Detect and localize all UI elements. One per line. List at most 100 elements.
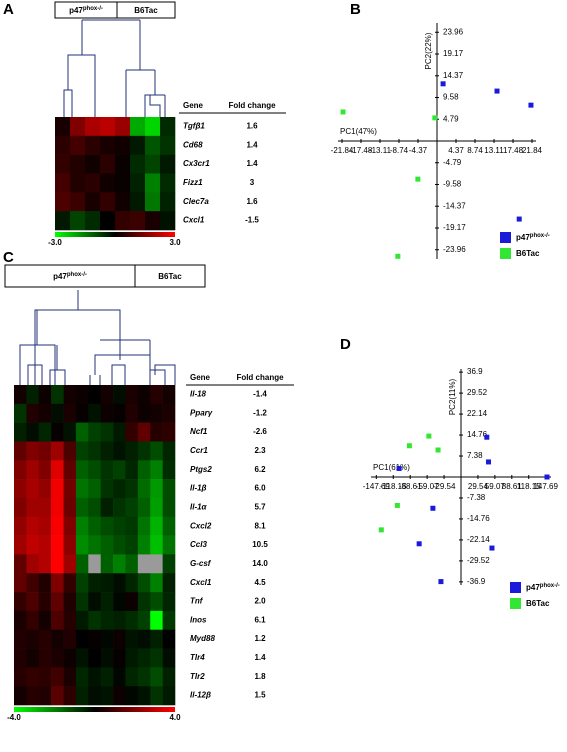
heatmap-cell [150,460,163,480]
fold-change: 4.5 [254,578,266,587]
heatmap-cell [150,667,163,687]
x-tick-label: 29.54 [468,482,489,491]
point [440,81,446,87]
heatmap-cell [130,135,146,155]
heatmap-cell [14,403,27,423]
gene-label: Ccr1 [190,446,208,455]
heatmap-cell [38,629,52,649]
heatmap-cell [14,686,27,706]
heatmap-cell [130,154,146,174]
heatmap-cell [162,573,176,593]
heatmap-cell [75,460,89,480]
label-base: B6Tac [516,249,540,258]
heatmap-cell [63,497,77,518]
heatmap-cell [51,422,64,442]
point [395,253,401,259]
legend-label: p47phox-/- [526,583,560,593]
y-axis-label: PC2(22%) [424,32,433,69]
y-tick-label: -14.37 [443,201,466,210]
heatmap-cell [130,192,146,212]
heatmap-cell [75,535,89,555]
heatmap-cell [88,648,101,668]
legend-label: B6Tac [526,599,550,608]
point [416,541,422,547]
heatmap-cell [51,497,64,518]
heatmap-cell [160,211,176,231]
y-tick-label: -22.14 [467,535,490,544]
heatmap-cell [63,403,77,423]
x-tick-label: -17.48 [350,146,373,155]
x-tick-label: -13.11 [369,146,392,155]
heatmap-cell [55,117,71,137]
heatmap-cell [100,573,114,593]
heatmap-cell [38,592,52,612]
heatmap-cell [14,479,27,499]
y-tick-label: -4.79 [443,158,462,167]
group-box [134,264,206,288]
heatmap-cell [150,610,163,631]
heatmap-cell [26,535,40,555]
fold-change: 2.3 [254,446,266,455]
heatmap-cell [115,135,131,155]
heatmap-cell [63,385,77,405]
heatmap-cell [137,648,151,668]
heatmap-cell [88,403,101,423]
heatmap-cell [51,610,64,631]
point [435,447,441,453]
heatmap-cell [100,554,114,574]
y-tick-label: 9.58 [443,93,459,102]
heatmap-cell [162,554,176,574]
x-tick-label: 8.74 [467,146,483,155]
heatmap-cell [115,117,131,137]
heatmap-cell [26,686,40,706]
gene-label: Fizz1 [183,178,203,187]
heatmap-cell [51,554,64,574]
fold-change: 2.0 [254,597,266,606]
fold-header: Fold change [228,101,276,110]
heatmap-cell [14,592,27,612]
heatmap-cell [113,592,126,612]
heatmap-cell [150,441,163,461]
heatmap-cell [137,403,151,423]
point [415,176,421,182]
label-base: p47 [516,233,530,242]
heatmap-cell [125,403,139,423]
heatmap-cell [113,573,126,593]
point [340,109,346,115]
gene-label: Tlr2 [190,672,205,681]
heatmap-cell [162,422,176,442]
heatmap-cell [38,535,52,555]
heatmap-cell [137,497,151,518]
fold-change: -1.5 [245,216,259,225]
point [486,459,492,465]
heatmap-cell [100,154,116,174]
label-base: p47 [53,272,67,281]
gene-header: Gene [183,101,204,110]
heatmap-cell [162,385,176,405]
heatmap-cell [26,385,40,405]
heatmap-cell [75,629,89,649]
x-tick-label: 13.11 [484,146,504,155]
heatmap-cell [125,497,139,518]
heatmap-cell [75,479,89,499]
label-sup: phox-/- [83,6,103,12]
gene-label: Pparγ [190,408,213,417]
x-tick-label: 88.61 [502,482,523,491]
heatmap-cell [70,154,86,174]
heatmap-cell [150,629,163,649]
y-tick-label: -36.9 [467,577,486,586]
heatmap-cell [26,479,40,499]
y-tick-label: 7.38 [467,451,483,460]
heatmap-cell [113,403,126,423]
gene-label: Tlr4 [190,653,205,662]
heatmap-cell [100,479,114,499]
legend-swatch [500,232,511,243]
y-tick-label: -7.38 [467,493,486,502]
heatmap-cell [145,211,161,231]
heatmap-cell [51,460,64,480]
heatmap-cell [137,573,151,593]
x-tick-label: 59.07 [485,482,506,491]
heatmap-cell [162,610,176,631]
heatmap-cell [88,422,101,442]
heatmap-cell [55,173,71,193]
